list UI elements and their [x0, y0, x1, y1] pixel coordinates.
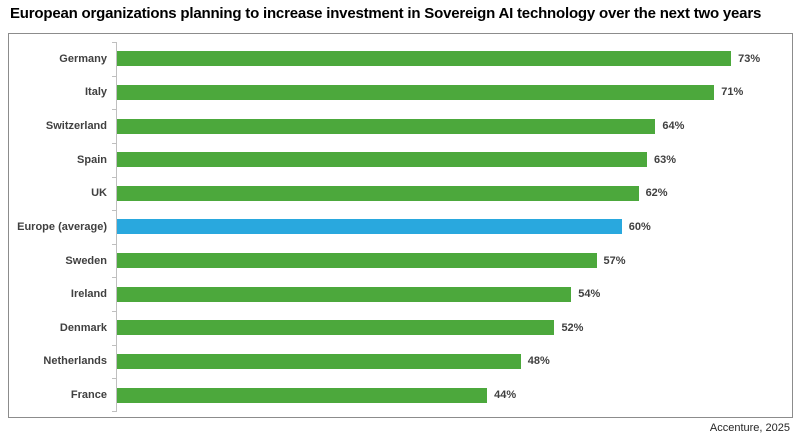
axis-tick: [112, 42, 116, 43]
category-label: Netherlands: [43, 355, 107, 368]
chart-row: Netherlands 48%: [9, 345, 792, 379]
bar-track: 63%: [117, 152, 792, 168]
chart-row: Spain 63%: [9, 143, 792, 177]
category-label: Switzerland: [45, 120, 107, 133]
axis-tick: [112, 277, 116, 279]
chart-row: France 44%: [9, 378, 792, 412]
category-label: Italy: [84, 86, 107, 99]
value-label: 52%: [561, 321, 584, 334]
category-label: France: [70, 389, 107, 402]
chart-row: Denmark 52%: [9, 311, 792, 345]
value-label: 44%: [494, 389, 517, 402]
value-label: 62%: [645, 187, 668, 200]
category-label: Germany: [59, 52, 107, 65]
chart-row: Italy 71%: [9, 76, 792, 110]
value-label: 71%: [721, 86, 744, 99]
bar-track: 62%: [117, 185, 792, 201]
bar: [117, 118, 656, 134]
source-attribution: Accenture, 2025: [709, 422, 790, 434]
axis-tick: [112, 411, 116, 412]
y-axis-line: [116, 42, 117, 412]
bar-track: 60%: [117, 219, 792, 235]
plot-area: Germany 73% Italy 71% Switzerland 64% Spain 63%…: [9, 42, 792, 412]
chart-row: Europe (average) 60%: [9, 210, 792, 244]
category-label: UK: [91, 187, 107, 200]
bar-track: 44%: [117, 387, 792, 403]
category-label: Ireland: [70, 288, 107, 301]
axis-tick: [112, 243, 116, 245]
bar-track: 52%: [117, 320, 792, 336]
value-label: 63%: [653, 153, 677, 166]
bar-track: 57%: [117, 253, 792, 269]
bar: [117, 387, 488, 403]
axis-tick: [112, 210, 116, 212]
value-label: 64%: [662, 120, 685, 133]
axis-tick: [112, 176, 116, 178]
value-label: 57%: [603, 254, 626, 267]
category-label: Spain: [77, 153, 107, 166]
bar: [117, 353, 521, 369]
bar: [117, 219, 622, 235]
chart-row: Ireland 54%: [9, 277, 792, 311]
bar: [117, 185, 639, 201]
value-label: 54%: [578, 288, 601, 301]
chart-frame: Germany 73% Italy 71% Switzerland 64% Spain 63%…: [8, 33, 793, 418]
bar: [117, 286, 572, 302]
value-label: 60%: [628, 220, 651, 233]
bar-track: 71%: [117, 84, 792, 100]
bar: [117, 84, 715, 100]
category-label: Sweden: [65, 254, 107, 267]
chart-row: Switzerland 64%: [9, 109, 792, 143]
chart-title: European organizations planning to incre…: [10, 5, 762, 22]
bar: [117, 152, 647, 168]
axis-tick: [112, 109, 116, 111]
bar-track: 48%: [117, 353, 792, 369]
axis-tick: [112, 311, 116, 313]
bar: [117, 253, 597, 269]
chart-row: Germany 73%: [9, 42, 792, 76]
bar-track: 64%: [117, 118, 792, 134]
bar: [117, 51, 732, 67]
value-label: 48%: [527, 355, 550, 368]
bar-track: 73%: [117, 51, 792, 67]
axis-tick: [112, 142, 116, 144]
category-label: Europe (average): [17, 220, 107, 233]
axis-tick: [112, 75, 116, 77]
value-label: 73%: [738, 52, 761, 65]
axis-tick: [112, 344, 116, 346]
chart-row: Sweden 57%: [9, 244, 792, 278]
axis-tick: [112, 378, 116, 380]
bar-track: 54%: [117, 286, 792, 302]
chart-row: UK 62%: [9, 177, 792, 211]
bar: [117, 320, 555, 336]
category-label: Denmark: [59, 321, 107, 334]
